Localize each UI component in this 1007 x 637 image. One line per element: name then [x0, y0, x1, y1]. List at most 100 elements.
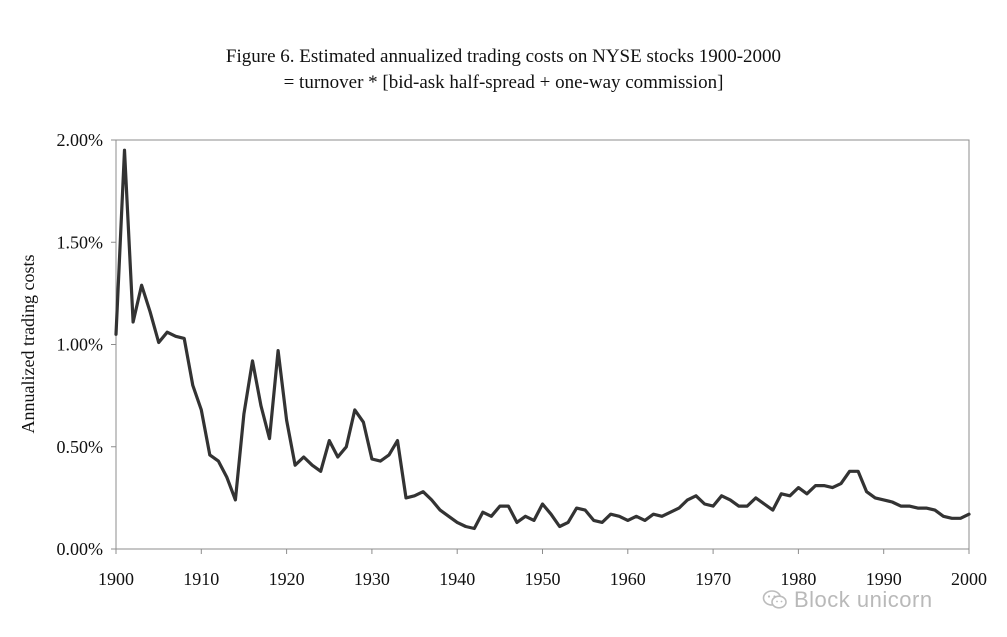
- y-axis: 0.00% 0.50% 1.00% 1.50% 2.00%: [57, 130, 116, 559]
- watermark-text: Block unicorn: [794, 587, 933, 612]
- data-point: [422, 490, 425, 493]
- x-tick-label: 1970: [695, 569, 731, 589]
- data-point: [754, 496, 757, 499]
- data-point: [191, 384, 194, 387]
- data-point: [635, 515, 638, 518]
- x-tick-label: 1980: [780, 569, 816, 589]
- x-tick-label: 1950: [525, 569, 561, 589]
- data-point: [473, 527, 476, 530]
- data-point: [200, 408, 203, 411]
- x-tick-label: 1910: [183, 569, 219, 589]
- data-point: [405, 496, 408, 499]
- data-point: [379, 460, 382, 463]
- data-point: [550, 513, 553, 516]
- data-point: [626, 519, 629, 522]
- chart-subtitle: = turnover * [bid-ask half-spread + one-…: [283, 72, 724, 93]
- x-tick-label: 2000: [951, 569, 987, 589]
- data-point: [567, 521, 570, 524]
- data-point: [703, 503, 706, 506]
- data-point: [294, 464, 297, 467]
- data-point: [797, 486, 800, 489]
- plot-area-frame: [115, 139, 970, 550]
- data-point: [515, 521, 518, 524]
- data-point: [891, 500, 894, 503]
- data-point: [959, 517, 962, 520]
- x-tick-label: 1940: [439, 569, 475, 589]
- x-tick-label: 1990: [866, 569, 902, 589]
- data-point: [729, 498, 732, 501]
- data-point: [916, 507, 919, 510]
- data-point: [123, 149, 126, 152]
- data-point: [149, 310, 152, 313]
- data-point: [285, 419, 288, 422]
- data-point: [822, 484, 825, 487]
- data-point: [498, 505, 501, 508]
- data-point: [362, 421, 365, 424]
- data-point: [925, 507, 928, 510]
- data-point: [677, 507, 680, 510]
- data-point: [669, 511, 672, 514]
- y-tick-label: 1.50%: [57, 232, 104, 252]
- data-point: [660, 515, 663, 518]
- data-point: [311, 464, 314, 467]
- data-point: [132, 321, 135, 324]
- y-tick-label: 2.00%: [57, 130, 104, 150]
- data-point: [447, 515, 450, 518]
- data-point: [763, 503, 766, 506]
- data-point: [481, 511, 484, 514]
- data-point: [558, 525, 561, 528]
- watermark: Block unicorn: [762, 587, 933, 613]
- data-point: [524, 515, 527, 518]
- data-point: [174, 335, 177, 338]
- data-point: [720, 494, 723, 497]
- data-point: [387, 453, 390, 456]
- data-point: [532, 519, 535, 522]
- chart-title: Figure 6. Estimated annualized trading c…: [225, 46, 782, 67]
- y-tick-label: 1.00%: [57, 335, 104, 355]
- data-point: [260, 404, 263, 407]
- data-point: [336, 455, 339, 458]
- data-point: [370, 458, 373, 461]
- data-point: [208, 453, 211, 456]
- data-point: [788, 494, 791, 497]
- data-point: [140, 284, 143, 287]
- series-line: [114, 148, 971, 531]
- data-point: [601, 521, 604, 524]
- data-point: [780, 492, 783, 495]
- data-point: [865, 490, 868, 493]
- x-tick-label: 1920: [269, 569, 305, 589]
- data-point: [575, 507, 578, 510]
- series-layer: [114, 148, 971, 531]
- data-point: [507, 505, 510, 508]
- data-point: [874, 496, 877, 499]
- y-tick-label: 0.00%: [57, 539, 104, 559]
- data-point: [353, 408, 356, 411]
- wechat-icon: [762, 590, 787, 609]
- data-point: [857, 470, 860, 473]
- data-point: [908, 505, 911, 508]
- data-point: [217, 460, 220, 463]
- data-point: [712, 505, 715, 508]
- data-point: [814, 484, 817, 487]
- data-point: [464, 525, 467, 528]
- data-point: [166, 331, 169, 334]
- data-point: [345, 445, 348, 448]
- data-point: [950, 517, 953, 520]
- data-point: [933, 509, 936, 512]
- data-point: [234, 498, 237, 501]
- y-tick-label: 0.50%: [57, 437, 104, 457]
- data-point: [490, 515, 493, 518]
- data-point: [805, 492, 808, 495]
- data-point: [609, 513, 612, 516]
- data-point: [882, 498, 885, 501]
- data-point: [328, 439, 331, 442]
- data-point: [831, 486, 834, 489]
- data-point: [225, 476, 228, 479]
- data-point: [456, 521, 459, 524]
- data-point: [251, 359, 254, 362]
- data-point: [737, 505, 740, 508]
- data-point: [746, 505, 749, 508]
- data-point: [115, 333, 118, 336]
- data-point: [618, 515, 621, 518]
